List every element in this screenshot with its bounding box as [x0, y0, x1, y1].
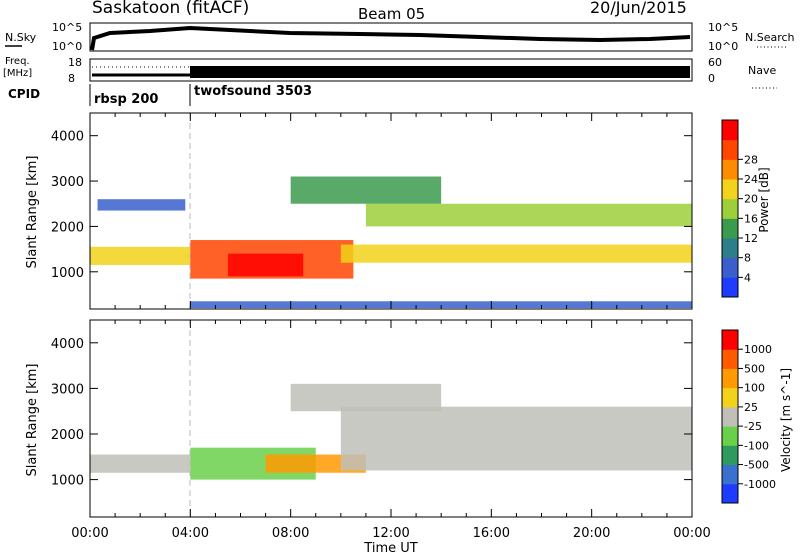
colorbar-swatch	[722, 238, 738, 259]
scatter-region-5	[365, 203, 692, 227]
nsky-panel	[89, 22, 693, 52]
nsky-label: N.Sky	[5, 31, 37, 44]
colorbar-tick-label: 4	[744, 271, 751, 284]
freq-tick-low: 8	[68, 72, 75, 85]
colorbar-tick-label: 1000	[744, 343, 772, 356]
colorbar-tick-label: 24	[744, 173, 758, 186]
colorbar-tick-label: -100	[744, 439, 769, 452]
velocity-colorbar-label: Velocity [m s^-1]	[779, 368, 793, 472]
x-tick-label: 04:00	[172, 526, 209, 541]
y-tick-label: 3000	[51, 382, 84, 397]
colorbar-swatch	[722, 159, 738, 180]
nave-bar	[190, 66, 690, 78]
x-tick-label: 12:00	[372, 526, 409, 541]
colorbar-swatch	[722, 349, 738, 369]
x-axis-label: Time UT	[363, 541, 417, 554]
colorbar-swatch	[722, 179, 738, 200]
colorbar-swatch	[722, 406, 738, 427]
nave-label: Nave	[748, 64, 776, 77]
scatter-region-0	[90, 454, 191, 473]
station-title: Saskatoon (fitACF)	[92, 0, 249, 18]
y-tick-label: 2000	[51, 220, 84, 235]
nsearch-label: N.Search	[745, 31, 795, 44]
y-tick-label: 1000	[51, 266, 84, 281]
freq-label: Freq.	[5, 56, 30, 67]
power-panel: 1000 2000 3000 4000 Slant Range [km] 4 8 12 16…	[25, 112, 771, 310]
scatter-region-3	[340, 406, 692, 471]
date-title: 20/Jun/2015	[590, 0, 687, 17]
freq-panel	[89, 58, 693, 82]
x-tick-label: 00:00	[71, 526, 108, 541]
cpid-segment-1: rbsp 200	[94, 92, 158, 107]
scatter-region-0	[90, 246, 191, 265]
colorbar-tick-label: 25	[744, 401, 758, 414]
y-tick-label: 1000	[51, 474, 84, 489]
colorbar-tick-label: 500	[744, 362, 765, 375]
velocity-ylabel: Slant Range [km]	[25, 364, 40, 477]
x-tick-label: 20:00	[573, 526, 610, 541]
colorbar-tick-label: 8	[744, 252, 751, 265]
y-tick-label: 3000	[51, 175, 84, 190]
colorbar-tick-label: -1000	[744, 478, 776, 491]
nsearch-tick-high: 10^5	[708, 21, 738, 34]
nsky-tick-high: 10^5	[52, 21, 82, 34]
power-ylabel: Slant Range [km]	[25, 156, 40, 269]
cpid-label: CPID	[8, 87, 40, 101]
velocity-panel: 1000 2000 3000 4000 Slant Range [km] 1000 50…	[25, 319, 793, 518]
scatter-region-4	[340, 244, 692, 263]
y-tick-label: 4000	[51, 337, 84, 352]
cpid-segment-2: twofsound 3503	[194, 84, 312, 99]
y-tick-label: 4000	[51, 130, 84, 145]
colorbar-tick-label: 16	[744, 212, 758, 225]
nsky-trace	[90, 25, 691, 51]
colorbar-swatch	[722, 218, 738, 239]
colorbar-swatch	[722, 257, 738, 278]
colorbar-swatch	[722, 120, 738, 141]
colorbar-swatch	[722, 445, 738, 466]
scatter-region-4	[290, 383, 442, 412]
scatter-region-3	[227, 253, 304, 277]
colorbar-swatch	[722, 139, 738, 160]
colorbar-tick-label: -500	[744, 459, 769, 472]
colorbar-swatch	[722, 387, 738, 408]
x-tick-label: 08:00	[272, 526, 309, 541]
nsky-tick-low: 10^0	[52, 40, 82, 53]
scatter-region-6	[290, 176, 442, 204]
colorbar-swatch	[722, 198, 738, 219]
colorbar-tick-label: 12	[744, 232, 758, 245]
y-tick-label: 2000	[51, 428, 84, 443]
nave-tick-high: 60	[708, 56, 722, 69]
colorbar-tick-label: -25	[744, 420, 762, 433]
x-tick-label: 16:00	[473, 526, 510, 541]
colorbar-tick-label: 20	[744, 193, 758, 206]
freq-tick-high: 18	[68, 56, 82, 69]
colorbar-swatch	[722, 426, 738, 446]
colorbar-swatch	[722, 330, 738, 350]
power-colorbar-label: Power [dB]	[757, 167, 771, 232]
scatter-region-7	[190, 301, 693, 309]
nsearch-tick-low: 10^0	[708, 40, 738, 53]
colorbar-swatch	[722, 368, 738, 389]
x-tick-label: 00:00	[673, 526, 710, 541]
nave-tick-low: 0	[708, 72, 715, 85]
beam-title: Beam 05	[358, 5, 425, 23]
freq-unit: [MHz]	[3, 68, 32, 79]
colorbar-swatch	[722, 277, 738, 298]
colorbar-swatch	[722, 483, 738, 504]
colorbar-tick-label: 100	[744, 382, 765, 395]
colorbar-swatch	[722, 464, 738, 485]
scatter-region-1	[97, 199, 186, 211]
colorbar-tick-label: 28	[744, 153, 758, 166]
